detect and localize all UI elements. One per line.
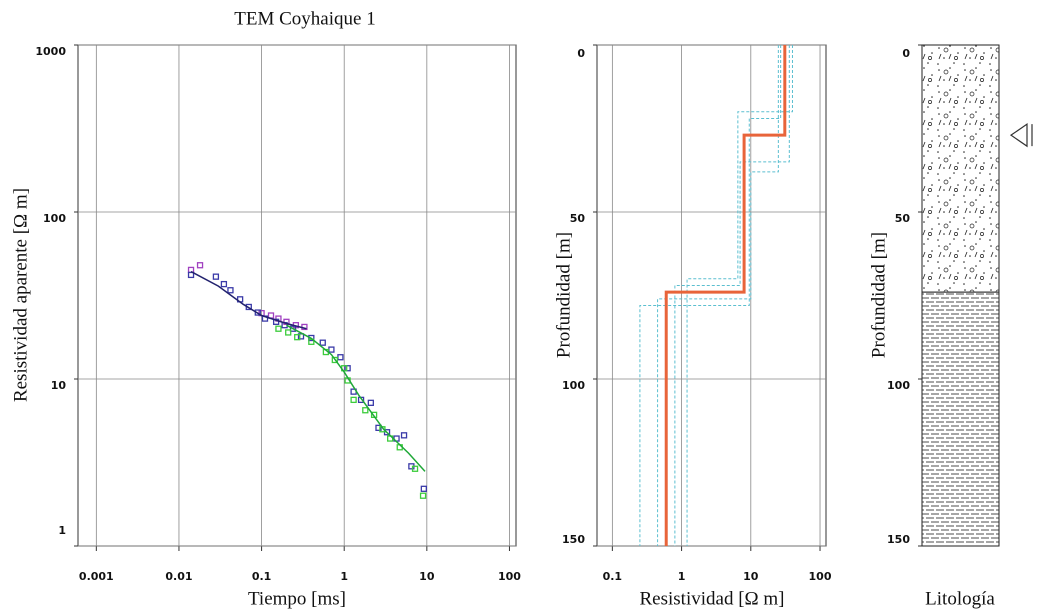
data-point — [375, 424, 382, 431]
model-line — [686, 45, 793, 546]
y-tick-label: 50 — [570, 212, 586, 225]
x-tick-label: 100 — [809, 570, 832, 583]
data-point — [344, 365, 351, 372]
model-line — [639, 45, 782, 546]
plot-frame — [596, 44, 827, 547]
x-tick-label: 100 — [498, 570, 521, 583]
model-line — [657, 45, 779, 546]
data-point — [275, 325, 282, 332]
data-point — [331, 356, 338, 364]
x-tick-label: 0.01 — [165, 570, 192, 583]
data-point — [196, 262, 204, 269]
model-line — [664, 45, 787, 546]
data-point — [419, 492, 427, 499]
x-tick-label: 10 — [743, 570, 759, 583]
lithology-layer — [921, 44, 1000, 293]
data-point — [212, 273, 220, 280]
x-axis-label: Resistividad [Ω m] — [640, 588, 785, 609]
fit-line — [190, 270, 307, 330]
y-axis-label: Resistividad aparente [Ω m] — [10, 188, 31, 402]
y-tick-label: 1000 — [35, 45, 66, 58]
x-tick-label: 10 — [419, 570, 435, 583]
y-tick-label: 10 — [51, 379, 67, 392]
x-tick-label: 0.001 — [79, 570, 114, 583]
y-axis-label: Profundidad [m] — [868, 232, 889, 358]
y-tick-label: 50 — [895, 212, 911, 225]
y-tick-label: 100 — [562, 379, 585, 392]
data-point — [220, 280, 228, 288]
x-tick-label: 1 — [340, 570, 348, 583]
data-point — [367, 399, 374, 406]
y-tick-label: 100 — [887, 379, 910, 392]
data-point — [400, 432, 408, 439]
x-tick-label: 1 — [678, 570, 686, 583]
x-axis-label: Litología — [925, 588, 995, 609]
y-tick-label: 150 — [562, 533, 585, 546]
lithology-layer — [921, 291, 1000, 547]
y-axis-label: Profundidad [m] — [553, 232, 574, 358]
chart-title: TEM Coyhaique 1 — [234, 8, 375, 29]
x-tick-label: 0.1 — [603, 570, 623, 583]
data-point — [294, 334, 301, 341]
data-point — [319, 339, 326, 346]
plot-frame — [77, 44, 517, 547]
data-point — [285, 329, 292, 336]
y-tick-label: 100 — [43, 212, 66, 225]
y-tick-label: 0 — [902, 47, 910, 60]
data-point — [187, 271, 195, 279]
y-tick-label: 150 — [887, 533, 910, 546]
model-line — [674, 45, 790, 546]
x-axis-label: Tiempo [ms] — [248, 588, 346, 609]
data-point — [297, 333, 305, 340]
y-tick-label: 0 — [577, 47, 585, 60]
water-table — [1009, 123, 1033, 148]
x-tick-label: 0.1 — [252, 570, 272, 583]
data-point — [308, 334, 315, 342]
data-point — [272, 318, 280, 325]
data-point — [283, 318, 290, 325]
data-point — [289, 325, 297, 332]
data-point — [362, 407, 369, 414]
data-point — [420, 485, 427, 492]
data-point — [350, 396, 357, 404]
data-point — [411, 465, 419, 472]
data-point — [227, 287, 234, 294]
fit-line — [286, 324, 426, 472]
y-tick-label: 1 — [58, 524, 66, 537]
